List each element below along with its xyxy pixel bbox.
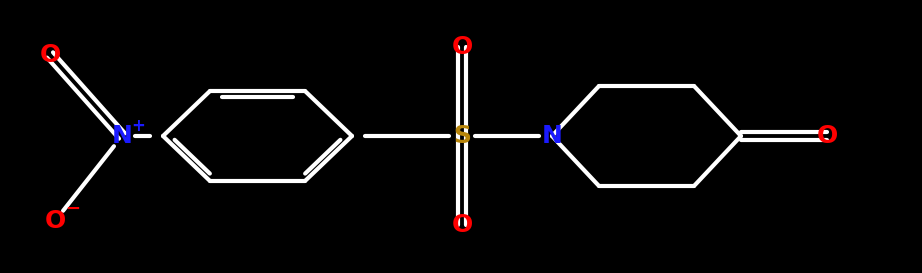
Text: O: O <box>452 35 473 59</box>
Text: O: O <box>816 124 837 148</box>
Text: O: O <box>40 43 61 67</box>
Text: −: − <box>65 200 80 218</box>
Text: O: O <box>452 213 473 237</box>
Text: N: N <box>112 124 133 148</box>
Text: O: O <box>44 209 65 233</box>
Text: S: S <box>453 124 471 148</box>
Text: N: N <box>541 124 562 148</box>
Text: +: + <box>131 117 145 135</box>
